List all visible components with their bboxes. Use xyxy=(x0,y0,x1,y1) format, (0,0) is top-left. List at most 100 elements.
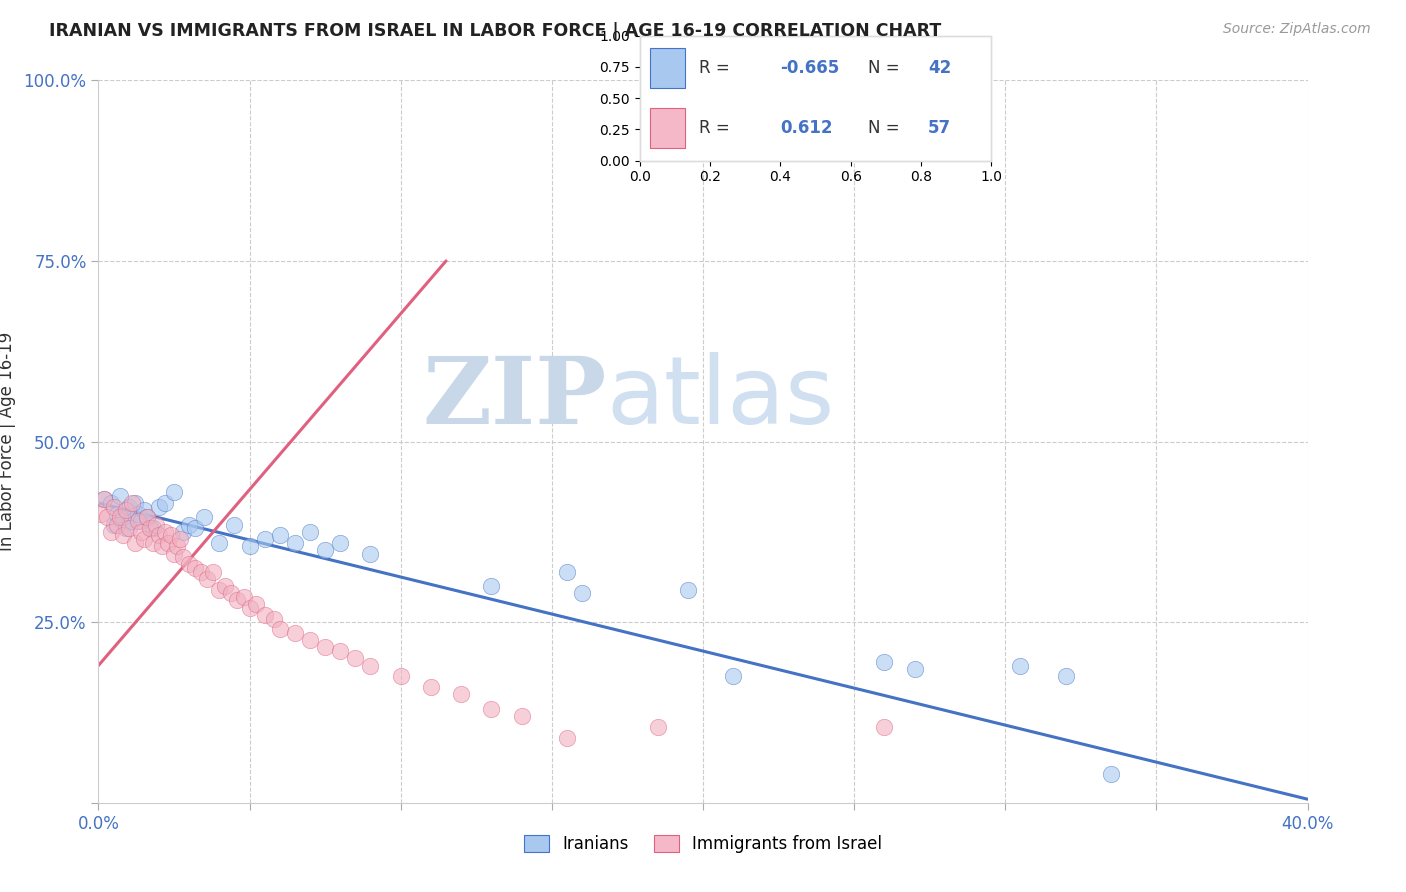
Text: 0.612: 0.612 xyxy=(780,120,832,137)
Point xyxy=(166,539,188,553)
Point xyxy=(224,517,246,532)
Text: 42: 42 xyxy=(928,59,952,77)
Point xyxy=(135,510,157,524)
Point xyxy=(153,524,176,539)
Point xyxy=(360,547,382,561)
Point xyxy=(360,658,382,673)
Point xyxy=(420,680,443,694)
Point xyxy=(111,510,134,524)
Point xyxy=(510,709,533,723)
Point xyxy=(96,510,118,524)
FancyBboxPatch shape xyxy=(650,108,686,148)
Point xyxy=(232,590,254,604)
Point xyxy=(481,702,503,716)
Point xyxy=(127,514,149,528)
Point xyxy=(118,521,141,535)
Point xyxy=(284,535,307,549)
Point xyxy=(124,496,146,510)
Point xyxy=(145,517,167,532)
Text: -0.665: -0.665 xyxy=(780,59,839,77)
Point xyxy=(163,547,186,561)
Text: N =: N = xyxy=(869,59,900,77)
Point xyxy=(160,528,183,542)
Point xyxy=(127,507,149,521)
Point xyxy=(284,626,307,640)
Point xyxy=(103,500,125,514)
Point xyxy=(179,558,201,572)
Point xyxy=(314,640,336,655)
Point xyxy=(873,720,896,734)
Point xyxy=(132,503,155,517)
Point xyxy=(114,521,136,535)
Point xyxy=(111,528,134,542)
Point xyxy=(239,600,262,615)
Point xyxy=(253,532,276,546)
Point xyxy=(253,607,276,622)
Point xyxy=(647,720,669,734)
Text: IRANIAN VS IMMIGRANTS FROM ISRAEL IN LABOR FORCE | AGE 16-19 CORRELATION CHART: IRANIAN VS IMMIGRANTS FROM ISRAEL IN LAB… xyxy=(49,22,942,40)
Point xyxy=(108,489,131,503)
Point xyxy=(450,687,472,701)
Point xyxy=(93,492,115,507)
Point xyxy=(135,510,157,524)
Text: Source: ZipAtlas.com: Source: ZipAtlas.com xyxy=(1223,22,1371,37)
Text: 57: 57 xyxy=(928,120,950,137)
Point xyxy=(299,524,322,539)
Text: R =: R = xyxy=(700,59,730,77)
Point xyxy=(226,593,249,607)
Point xyxy=(329,644,352,658)
Point xyxy=(148,500,170,514)
Point xyxy=(873,655,896,669)
Point xyxy=(269,623,291,637)
Point xyxy=(214,579,236,593)
Text: N =: N = xyxy=(869,120,900,137)
Point xyxy=(202,565,225,579)
Point xyxy=(90,507,112,521)
Point xyxy=(103,517,125,532)
Point xyxy=(121,496,143,510)
Point xyxy=(190,565,212,579)
Point xyxy=(676,582,699,597)
Point xyxy=(129,524,152,539)
Point xyxy=(108,510,131,524)
Point xyxy=(723,669,745,683)
Point xyxy=(221,586,243,600)
Point xyxy=(118,500,141,514)
Point xyxy=(169,532,191,546)
Point xyxy=(105,517,128,532)
Y-axis label: In Labor Force | Age 16-19: In Labor Force | Age 16-19 xyxy=(0,332,15,551)
Point xyxy=(148,528,170,542)
Point xyxy=(114,503,136,517)
Point xyxy=(239,539,262,553)
Point xyxy=(93,492,115,507)
Point xyxy=(481,579,503,593)
Point xyxy=(184,521,207,535)
Point xyxy=(142,521,165,535)
Point xyxy=(555,731,578,745)
Point xyxy=(100,496,122,510)
Point xyxy=(299,633,322,648)
Point xyxy=(314,542,336,557)
Point xyxy=(269,528,291,542)
Point xyxy=(1054,669,1077,683)
Legend: Iranians, Immigrants from Israel: Iranians, Immigrants from Israel xyxy=(517,828,889,860)
Text: R =: R = xyxy=(700,120,730,137)
FancyBboxPatch shape xyxy=(650,48,686,88)
Point xyxy=(150,539,173,553)
Point xyxy=(195,572,218,586)
Point xyxy=(129,514,152,528)
Point xyxy=(172,550,194,565)
Point xyxy=(245,597,267,611)
Point xyxy=(172,524,194,539)
Point xyxy=(193,510,215,524)
Point xyxy=(389,669,412,683)
Point xyxy=(142,535,165,549)
Point xyxy=(163,485,186,500)
Point xyxy=(555,565,578,579)
Point xyxy=(571,586,593,600)
Point xyxy=(1010,658,1032,673)
Point xyxy=(184,561,207,575)
Point xyxy=(100,524,122,539)
Point xyxy=(263,611,285,625)
Point xyxy=(904,662,927,676)
